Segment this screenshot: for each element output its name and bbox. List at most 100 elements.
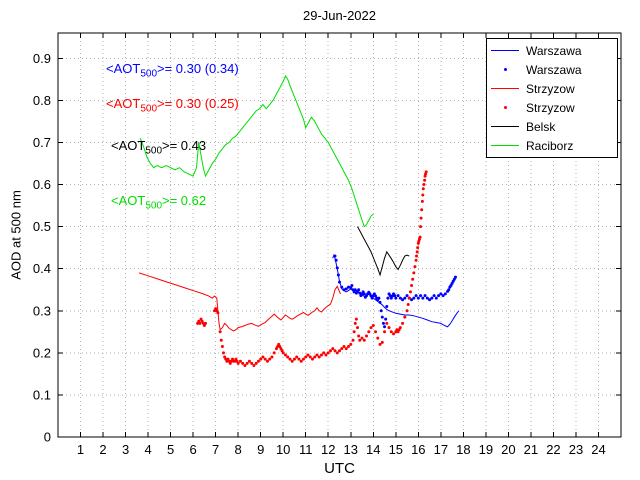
series-dot-strzyzow bbox=[342, 345, 346, 349]
series-dot-strzyzow bbox=[340, 347, 344, 351]
series-line-strzyzow bbox=[138, 272, 342, 332]
series-line-belsk bbox=[357, 226, 410, 277]
series-dot-strzyzow bbox=[247, 359, 251, 363]
series-dot-warszawa bbox=[398, 296, 402, 300]
series-dot-strzyzow bbox=[403, 315, 407, 319]
series-dot-warszawa bbox=[333, 254, 337, 258]
series-dot-strzyzow bbox=[351, 338, 355, 342]
series-dot-strzyzow bbox=[222, 351, 226, 355]
legend-entry-warszawa-dot: Warszawa bbox=[487, 60, 617, 79]
series-dot-strzyzow bbox=[306, 353, 310, 357]
x-tick-label: 1 bbox=[77, 442, 84, 457]
series-dot-warszawa bbox=[439, 292, 443, 296]
series-dot-strzyzow bbox=[304, 355, 308, 359]
legend-label: Strzyzow bbox=[526, 100, 575, 115]
series-dot-strzyzow bbox=[406, 302, 410, 306]
x-tick-label: 2 bbox=[99, 442, 106, 457]
aot-annotation-warszawa: <AOT500>= 0.30 (0.34) bbox=[106, 61, 239, 80]
annotation-text: >= 0.43 bbox=[162, 138, 207, 153]
series-dot-strzyzow bbox=[295, 355, 299, 359]
x-tick-label: 16 bbox=[411, 442, 425, 457]
legend-label: Warszawa bbox=[526, 43, 582, 58]
series-dot-strzyzow bbox=[256, 359, 260, 363]
legend-entry-strzyzow-dot: Strzyzow bbox=[487, 98, 617, 117]
axes-box bbox=[57, 32, 622, 438]
series-dot-strzyzow bbox=[405, 309, 409, 313]
series-dot-strzyzow bbox=[254, 361, 258, 365]
series-dot-strzyzow bbox=[420, 199, 424, 203]
legend: Warszawa Warszawa Strzyzow Strzyzow Bels… bbox=[486, 38, 618, 158]
series-dot-strzyzow bbox=[259, 357, 263, 361]
series-dot-strzyzow bbox=[414, 258, 418, 262]
series-dot-strzyzow bbox=[270, 355, 274, 359]
series-dot-strzyzow bbox=[424, 170, 428, 174]
x-tick-label: 3 bbox=[122, 442, 129, 457]
series-dot-strzyzow bbox=[286, 355, 290, 359]
x-tick-label: 22 bbox=[546, 442, 560, 457]
series-dot-strzyzow bbox=[398, 326, 402, 330]
series-dot-strzyzow bbox=[365, 334, 369, 338]
series-dot-strzyzow bbox=[292, 357, 296, 361]
series-dot-warszawa bbox=[370, 296, 374, 300]
series-dot-strzyzow bbox=[265, 359, 269, 363]
series-dot-warszawa bbox=[434, 296, 438, 300]
series-dot-strzyzow bbox=[308, 355, 312, 359]
series-dot-strzyzow bbox=[419, 225, 423, 229]
series-dot-strzyzow bbox=[380, 340, 384, 344]
series-dot-warszawa bbox=[401, 298, 405, 302]
series-dot-warszawa bbox=[428, 298, 432, 302]
series-dot-strzyzow bbox=[317, 355, 321, 359]
series-dot-strzyzow bbox=[376, 336, 380, 340]
series-dot-warszawa bbox=[386, 296, 390, 300]
x-tick-label: 19 bbox=[479, 442, 493, 457]
series-dot-strzyzow bbox=[268, 357, 272, 361]
x-axis-label: UTC bbox=[324, 460, 355, 477]
series-dot-strzyzow bbox=[216, 311, 220, 315]
series-dot-strzyzow bbox=[413, 265, 417, 269]
x-tick-label: 13 bbox=[344, 442, 358, 457]
series-dot-warszawa bbox=[335, 266, 339, 270]
series-dot-warszawa bbox=[405, 294, 409, 298]
series-dot-strzyzow bbox=[423, 178, 427, 182]
dot-marker-icon bbox=[487, 106, 523, 109]
series-dot-warszawa bbox=[393, 294, 397, 298]
series-dot-strzyzow bbox=[272, 351, 276, 355]
series-dot-strzyzow bbox=[315, 353, 319, 357]
series-dot-strzyzow bbox=[421, 193, 425, 197]
series-dot-strzyzow bbox=[356, 326, 360, 330]
x-tick-label: 18 bbox=[456, 442, 470, 457]
series-dot-warszawa bbox=[421, 296, 425, 300]
legend-label: Strzyzow bbox=[526, 81, 575, 96]
annotation-text: >= 0.30 (0.25) bbox=[157, 96, 239, 111]
series-dot-strzyzow bbox=[333, 349, 337, 353]
annotation-subscript: 500 bbox=[145, 200, 163, 212]
annotation-text: <AOT bbox=[111, 138, 146, 153]
series-dot-strzyzow bbox=[313, 355, 317, 359]
x-tick-label: 7 bbox=[212, 442, 219, 457]
series-dot-strzyzow bbox=[263, 357, 267, 361]
series-dot-warszawa bbox=[453, 275, 457, 279]
legend-entry-raciborz-line: Raciborz bbox=[487, 136, 617, 155]
series-dot-strzyzow bbox=[412, 271, 416, 275]
series-dot-warszawa bbox=[362, 292, 366, 296]
series-dot-strzyzow bbox=[352, 330, 356, 334]
series-dot-strzyzow bbox=[301, 357, 305, 361]
aot-annotation-belsk: <AOT500>= 0.43 bbox=[111, 138, 206, 157]
annotation-text: <AOT bbox=[111, 193, 146, 208]
series-dot-strzyzow bbox=[347, 345, 351, 349]
series-dot-strzyzow bbox=[357, 334, 361, 338]
series-dot-strzyzow bbox=[324, 353, 328, 357]
x-tick-label: 9 bbox=[257, 442, 264, 457]
series-dot-strzyzow bbox=[319, 353, 323, 357]
series-dot-strzyzow bbox=[401, 321, 405, 325]
series-dot-strzyzow bbox=[322, 351, 326, 355]
annotation-text: >= 0.30 (0.34) bbox=[157, 61, 239, 76]
series-dot-strzyzow bbox=[419, 216, 423, 220]
series-dot-warszawa bbox=[342, 288, 346, 292]
series-dot-strzyzow bbox=[236, 361, 240, 365]
series-dot-strzyzow bbox=[204, 321, 208, 325]
line-marker-icon bbox=[487, 145, 523, 146]
series-dot-strzyzow bbox=[415, 250, 419, 254]
series-dot-strzyzow bbox=[385, 321, 389, 325]
series-dot-strzyzow bbox=[283, 353, 287, 357]
